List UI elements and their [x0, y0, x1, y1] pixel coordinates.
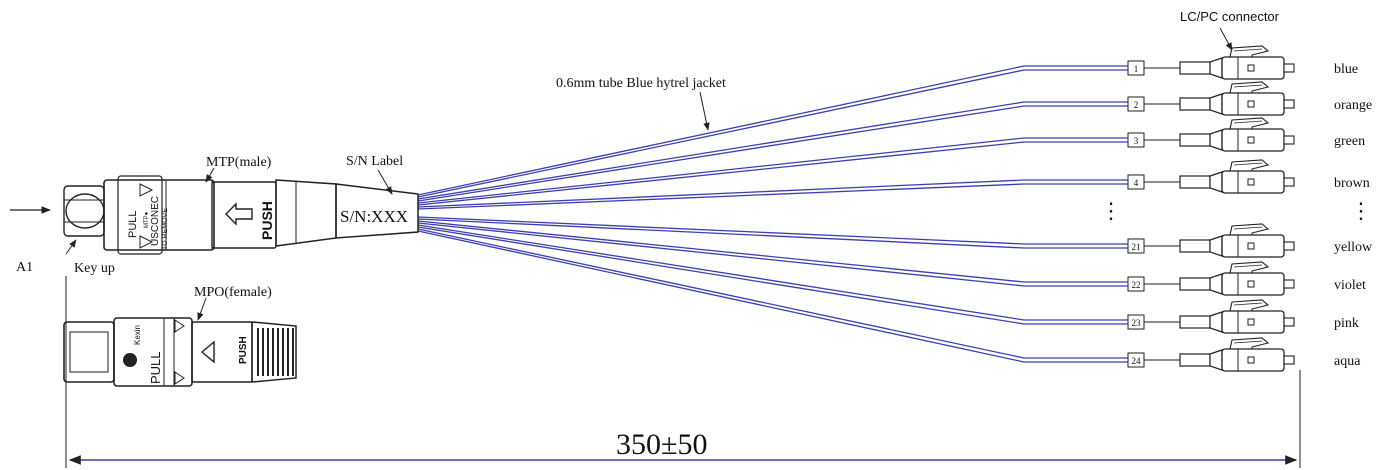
lc-connector: 3 green	[1127, 117, 1365, 152]
color-gap-ellipsis: ⋮	[1350, 198, 1372, 223]
fiber-number: 21	[1132, 242, 1141, 252]
lc-connector-column: 1 blue 2 orange 3 green 4 brown 21 yellow 22 violet…	[1127, 45, 1373, 372]
mpo-pull-text: PULL	[148, 351, 163, 384]
fiber-color-label: green	[1334, 134, 1365, 149]
fiber-line	[417, 230, 1128, 363]
lc-connector: 22 violet	[1127, 261, 1366, 296]
mpo-push-text: PUSH	[238, 336, 249, 364]
mtp-push-text: PUSH	[259, 201, 275, 240]
fiber-color-label: orange	[1334, 98, 1372, 113]
fiber-number: 22	[1132, 280, 1141, 290]
fiber-line	[417, 141, 1128, 206]
a1-label: A1	[16, 260, 33, 275]
mtp-usconec-text: USCONEC	[150, 196, 161, 246]
fiber-number: 1	[1134, 64, 1139, 74]
lc-connector: 4 brown	[1127, 159, 1370, 194]
fiber-color-label: aqua	[1334, 354, 1361, 369]
mtp-male-connector: PULL MTP● USCONEC TO REMOVE PUSH	[63, 175, 337, 255]
mpo-boot-ribs	[257, 328, 294, 376]
fiber-line	[417, 224, 1128, 321]
fiber-number: 2	[1134, 100, 1139, 110]
mtp-pull-text: PULL	[127, 210, 139, 238]
fiber-line	[417, 228, 1128, 359]
key-up-label: Key up	[74, 261, 115, 276]
fiber-line	[417, 179, 1128, 208]
a1-key-marker: A1 Key up	[10, 206, 115, 276]
length-dimension-value: 350±50	[616, 428, 707, 461]
fiber-number: 3	[1134, 136, 1139, 146]
lc-connector: 2 orange	[1127, 81, 1372, 116]
mpo-female-label: MPO(female)	[194, 285, 272, 300]
fiber-color-label: blue	[1334, 62, 1358, 77]
fiber-number: 23	[1132, 318, 1142, 328]
fiber-color-label: brown	[1334, 176, 1370, 191]
fiber-line	[417, 220, 1128, 283]
sn-text: S/N:XXX	[340, 207, 408, 226]
lc-connector: 23 pink	[1127, 299, 1359, 334]
fiber-color-label: violet	[1334, 278, 1366, 293]
mpo-brand-text: Kexin	[133, 325, 142, 345]
tube-label: 0.6mm tube Blue hytrel jacket	[556, 76, 726, 91]
mtp-male-label: MTP(male)	[206, 155, 272, 170]
fiber-line	[417, 69, 1128, 198]
fiber-number: 24	[1132, 356, 1142, 366]
lc-connector: 1 blue	[1127, 45, 1358, 80]
fiber-line	[417, 183, 1128, 210]
fiber-line	[417, 137, 1128, 204]
sn-label-sleeve: S/N:XXX	[335, 183, 419, 239]
fiber-line	[417, 226, 1128, 325]
fiber-line	[417, 105, 1128, 202]
fiber-line	[417, 218, 1128, 249]
fiber-line	[417, 216, 1128, 245]
fiber-gap-ellipsis: ⋮	[1100, 198, 1122, 223]
fiber-number: 4	[1134, 178, 1139, 188]
fiber-line	[417, 65, 1128, 196]
mpo-female-connector: Kexin PULL PUSH	[63, 317, 297, 387]
length-dimension: 350±50	[65, 276, 1301, 468]
lc-connector: 21 yellow	[1127, 223, 1373, 258]
mtp-mark-text: MTP●	[144, 211, 150, 228]
lc-connector: 24 aqua	[1127, 337, 1361, 372]
fiber-color-label: pink	[1334, 316, 1359, 331]
fiber-line	[417, 222, 1128, 287]
sn-label-caption: S/N Label	[346, 154, 403, 169]
lc-connector-label: LC/PC connector	[1180, 9, 1280, 24]
fiber-line	[417, 101, 1128, 200]
fiber-color-label: yellow	[1334, 240, 1373, 255]
fiber-bundle	[417, 65, 1128, 363]
mtp-to-remove-text: TO REMOVE	[162, 208, 169, 250]
